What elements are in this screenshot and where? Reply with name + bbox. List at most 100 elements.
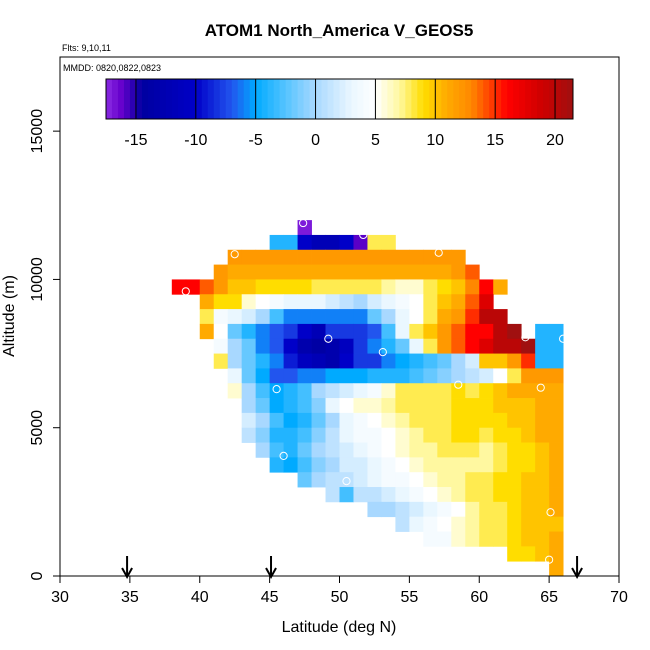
heatmap-cell	[479, 338, 494, 354]
heatmap-cell	[269, 338, 285, 354]
heatmap-cell	[437, 294, 452, 310]
colorbar-tick-label: -15	[124, 132, 147, 149]
heatmap-cell	[339, 457, 354, 473]
heatmap-cell	[339, 368, 354, 384]
colorbar-segment	[549, 79, 556, 119]
colorbar-segment	[333, 79, 340, 119]
heatmap-cell	[479, 294, 494, 310]
heatmap-cell	[521, 487, 536, 503]
heatmap-cell	[493, 368, 508, 384]
heatmap-cell	[297, 412, 312, 429]
heatmap-cell	[535, 546, 550, 562]
colorbar-segment	[507, 79, 514, 119]
heatmap-cell	[451, 249, 466, 265]
heatmap-cell	[227, 294, 243, 310]
heatmap-cell	[381, 249, 396, 265]
heatmap-cell	[297, 338, 312, 354]
heatmap-cell	[353, 457, 368, 473]
heatmap-cell	[423, 338, 438, 354]
colorbar-segment	[429, 79, 436, 119]
x-tick-label: 30	[51, 589, 69, 606]
heatmap-cell	[367, 294, 382, 310]
heatmap-cell	[507, 323, 522, 340]
colorbar-segment	[351, 79, 358, 119]
colorbar-segment	[106, 79, 113, 119]
colorbar-segment	[327, 79, 335, 119]
heatmap-cell	[283, 323, 298, 340]
heatmap-cell	[227, 383, 243, 399]
heatmap-cell	[507, 457, 522, 473]
heatmap-cell	[255, 412, 271, 429]
colorbar-segment	[537, 79, 544, 119]
heatmap-cell	[507, 383, 522, 399]
heatmap-cell	[269, 294, 285, 310]
heatmap-cell	[381, 501, 396, 518]
heatmap-cell	[451, 501, 466, 518]
heatmap-cell	[549, 323, 564, 340]
heatmap-cell	[269, 368, 285, 384]
heatmap-cell	[521, 412, 536, 429]
heatmap-cell	[451, 383, 466, 399]
heatmap-cell	[437, 427, 452, 443]
heatmap-cell	[367, 412, 382, 429]
heatmap-cell	[451, 338, 466, 354]
heatmap-cell	[493, 412, 508, 429]
heatmap-cell	[465, 487, 480, 503]
heatmap-cell	[353, 264, 368, 280]
heatmap-cell	[283, 279, 298, 295]
heatmap-cell	[493, 353, 508, 369]
heatmap-cell	[493, 516, 508, 532]
heatmap-cell	[423, 516, 438, 532]
colorbar-segment	[513, 79, 520, 119]
colorbar-segment	[123, 79, 131, 119]
heatmap-cell	[395, 501, 410, 518]
heatmap-cell	[269, 457, 285, 473]
heatmap-cell	[325, 383, 340, 399]
heatmap-cell	[353, 427, 368, 443]
heatmap-cell	[269, 279, 285, 295]
heatmap-cell	[423, 442, 438, 458]
heatmap-cell	[325, 234, 340, 251]
heatmap-cell	[297, 220, 312, 236]
heatmap-cell	[297, 398, 312, 414]
colorbar-segment	[285, 79, 293, 119]
heatmap-cell	[311, 353, 326, 369]
colorbar-segment	[441, 79, 448, 119]
heatmap-cell	[493, 309, 508, 325]
heatmap-cell	[381, 472, 396, 488]
heatmap-cell	[409, 309, 424, 325]
colorbar-segment	[303, 79, 311, 119]
heatmap-cell	[297, 427, 312, 443]
heatmap-cell	[465, 294, 480, 310]
x-axis: 30 35 40 45 50 55 60 65 70	[51, 576, 628, 606]
heatmap-cell	[297, 472, 312, 488]
heatmap-cell	[535, 398, 550, 414]
heatmap-cell	[255, 427, 271, 443]
heatmap-cell	[493, 457, 508, 473]
heatmap-cell	[325, 412, 340, 429]
heatmap-cell	[437, 323, 452, 340]
heatmap-cell	[339, 264, 354, 280]
heatmap-cell	[367, 427, 382, 443]
heatmap-cell	[339, 383, 354, 399]
heatmap-cell	[409, 249, 424, 265]
heatmap-cell	[465, 531, 480, 547]
heatmap-cell	[297, 294, 312, 310]
heatmap-cell	[339, 323, 354, 340]
heatmap-cell	[493, 338, 508, 354]
heatmap-cell	[423, 353, 438, 369]
heatmap-cell	[339, 249, 354, 265]
colorbar-segment	[111, 79, 119, 119]
colorbar-segment	[363, 79, 370, 119]
heatmap-cell	[395, 279, 410, 295]
heatmap-cell	[311, 249, 326, 265]
heatmap-cell	[409, 353, 424, 369]
heatmap-cell	[297, 234, 312, 251]
colorbar-segment	[531, 79, 538, 119]
heatmap-cell	[269, 309, 285, 325]
colorbar-segment	[243, 79, 251, 119]
heatmap-cell	[549, 516, 564, 532]
colorbar-segment	[393, 79, 400, 119]
heatmap-cell	[395, 249, 410, 265]
colorbar-segment	[297, 79, 305, 119]
